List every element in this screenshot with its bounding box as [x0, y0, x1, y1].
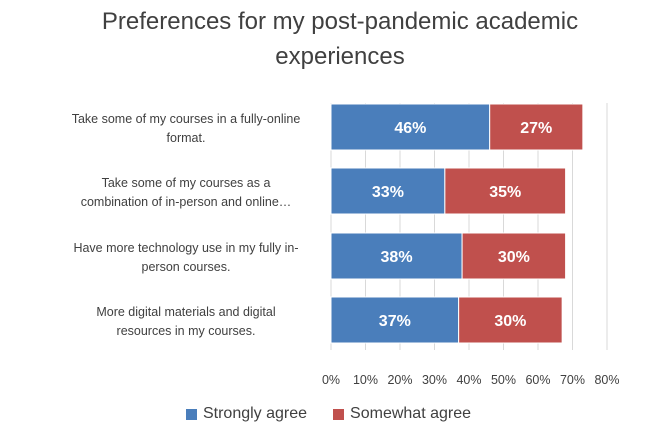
bar-somewhat-agree	[489, 103, 584, 151]
data-label: 30%	[494, 313, 526, 330]
x-tick-label: 80%	[594, 373, 619, 387]
x-tick-label: 60%	[525, 373, 550, 387]
data-label: 46%	[394, 120, 426, 137]
bar-strongly-agree	[330, 103, 491, 151]
bar-strongly-agree	[330, 167, 446, 215]
bar-strongly-agree	[330, 232, 463, 280]
data-label: 35%	[489, 184, 521, 201]
plot-area: 0% 10% 20% 30% 40% 50% 60% 70% 80% Take some of m…	[72, 103, 620, 387]
data-label: 27%	[520, 120, 552, 137]
data-label: 33%	[372, 184, 404, 201]
legend-label-somewhat-agree: Somewhat agree	[350, 405, 472, 422]
category-label: Have more technology use in my fully in-…	[73, 241, 298, 274]
legend-label-strongly-agree: Strongly agree	[202, 405, 308, 422]
data-label: 38%	[381, 249, 413, 266]
category-label: More digital materials and digital resour…	[96, 305, 275, 338]
bar-somewhat-agree	[458, 296, 563, 344]
data-label: 37%	[379, 313, 411, 330]
legend-swatch-somewhat-agree	[333, 408, 345, 420]
x-tick-label: 10%	[353, 373, 378, 387]
bar-somewhat-agree	[461, 232, 567, 280]
data-label: 30%	[498, 249, 530, 266]
bar-somewhat-agree	[444, 167, 567, 215]
legend: Strongly agree Somewhat agree	[0, 405, 657, 423]
category-label: Take some of my courses as a combination …	[81, 176, 292, 209]
bar-strongly-agree	[330, 296, 460, 344]
legend-item-somewhat-agree: Somewhat agree	[333, 405, 471, 423]
x-tick-label: 50%	[491, 373, 516, 387]
category-label: Take some of my courses in a fully-onlin…	[72, 112, 301, 145]
x-tick-label: 20%	[387, 373, 412, 387]
x-tick-label: 30%	[422, 373, 447, 387]
chart-title: Preferences for my post-pandemic academi…	[101, 8, 579, 70]
x-tick-label: 70%	[560, 373, 585, 387]
x-tick-label: 0%	[322, 373, 340, 387]
legend-swatch-strongly-agree	[185, 408, 197, 420]
x-tick-label: 40%	[456, 373, 481, 387]
legend-item-strongly-agree: Strongly agree	[185, 405, 308, 423]
